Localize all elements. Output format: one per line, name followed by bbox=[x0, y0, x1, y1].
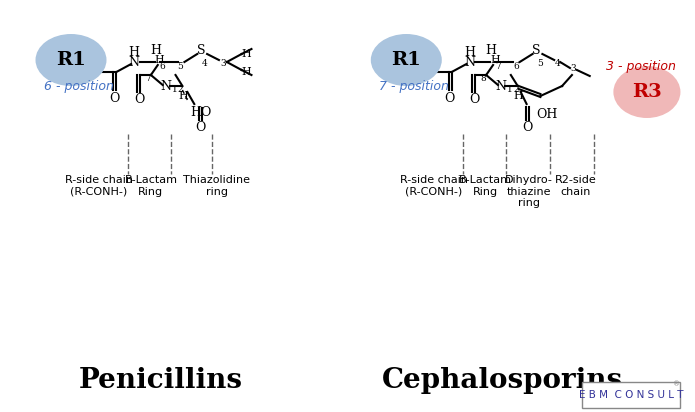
Text: S: S bbox=[532, 44, 541, 56]
Text: 7: 7 bbox=[145, 73, 151, 82]
Text: 5: 5 bbox=[177, 61, 183, 70]
Text: 7 - position: 7 - position bbox=[379, 80, 449, 93]
Text: H: H bbox=[129, 45, 140, 59]
Text: H: H bbox=[242, 67, 252, 77]
Text: OH: OH bbox=[537, 108, 558, 120]
Text: Penicillins: Penicillins bbox=[79, 367, 243, 393]
Text: 4: 4 bbox=[202, 59, 208, 68]
Text: R3: R3 bbox=[632, 83, 662, 101]
Text: 5: 5 bbox=[537, 59, 543, 68]
Text: B-Lactam
Ring: B-Lactam Ring bbox=[124, 175, 177, 197]
Text: R-side chain
(R-CONH-): R-side chain (R-CONH-) bbox=[400, 175, 468, 197]
Text: 6: 6 bbox=[160, 61, 165, 70]
Text: N: N bbox=[464, 56, 475, 68]
Text: H: H bbox=[464, 45, 475, 59]
Text: H: H bbox=[155, 55, 165, 65]
Text: N: N bbox=[160, 80, 171, 93]
Text: 6 - position: 6 - position bbox=[44, 80, 114, 93]
Text: 6: 6 bbox=[513, 61, 518, 70]
Text: R-side chain
(R-CONH-): R-side chain (R-CONH-) bbox=[65, 175, 133, 197]
Text: 3: 3 bbox=[570, 63, 575, 73]
Text: 4: 4 bbox=[555, 59, 560, 68]
FancyBboxPatch shape bbox=[582, 382, 680, 408]
Text: Dihydro-
thiazine
ring: Dihydro- thiazine ring bbox=[505, 175, 553, 208]
Text: 2: 2 bbox=[178, 84, 183, 94]
Text: H: H bbox=[486, 44, 497, 56]
Text: ®: ® bbox=[673, 381, 680, 387]
Text: H: H bbox=[490, 55, 500, 65]
Ellipse shape bbox=[371, 34, 442, 86]
Text: S: S bbox=[197, 44, 206, 56]
Text: HO: HO bbox=[190, 105, 212, 119]
Text: Thiazolidine
ring: Thiazolidine ring bbox=[183, 175, 250, 197]
Ellipse shape bbox=[614, 66, 680, 118]
Text: O: O bbox=[523, 120, 533, 133]
Text: H: H bbox=[179, 91, 188, 101]
Text: H: H bbox=[150, 44, 161, 56]
Text: 2: 2 bbox=[514, 84, 520, 94]
Text: R1: R1 bbox=[56, 51, 86, 69]
Text: 3: 3 bbox=[220, 59, 226, 68]
Text: H: H bbox=[514, 91, 523, 101]
Text: 1: 1 bbox=[507, 84, 513, 94]
Text: Cephalosporins: Cephalosporins bbox=[382, 367, 623, 393]
Text: 7: 7 bbox=[495, 61, 501, 70]
Text: O: O bbox=[445, 91, 455, 105]
Text: O: O bbox=[469, 93, 480, 105]
Text: R2-side
chain: R2-side chain bbox=[555, 175, 597, 197]
Text: E B M  C O N S U L T: E B M C O N S U L T bbox=[579, 390, 683, 400]
Text: 1: 1 bbox=[172, 84, 177, 94]
Text: O: O bbox=[195, 120, 206, 133]
Ellipse shape bbox=[35, 34, 106, 86]
Text: N: N bbox=[496, 80, 507, 93]
Text: 3 - position: 3 - position bbox=[606, 59, 676, 73]
Text: R1: R1 bbox=[391, 51, 421, 69]
Text: O: O bbox=[109, 91, 120, 105]
Text: B-Lactam
Ring: B-Lactam Ring bbox=[459, 175, 512, 197]
Text: 8: 8 bbox=[480, 73, 486, 82]
Text: H: H bbox=[242, 49, 252, 59]
Text: N: N bbox=[129, 56, 140, 68]
Text: O: O bbox=[134, 93, 145, 105]
